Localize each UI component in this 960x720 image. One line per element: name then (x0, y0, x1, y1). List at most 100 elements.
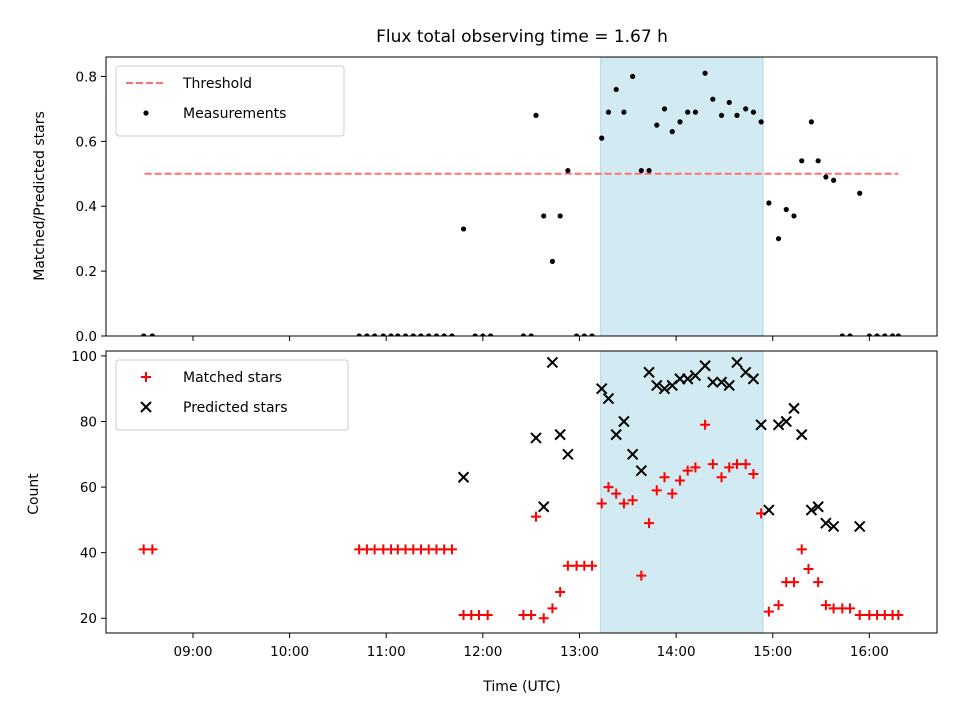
data-point (763, 606, 774, 617)
data-point (882, 333, 888, 336)
data-point (555, 587, 566, 598)
top-panel-ratio: Flux total observing time = 1.67 h Match… (32, 27, 938, 345)
data-point (707, 459, 718, 470)
data-point (874, 333, 880, 336)
data-point (147, 544, 158, 555)
data-point (658, 383, 671, 395)
data-point (605, 109, 612, 115)
data-point (433, 333, 440, 336)
y-tick-label: 0.4 (76, 199, 97, 215)
data-point (410, 333, 416, 336)
data-point (546, 356, 559, 369)
data-point (651, 379, 663, 392)
data-point (538, 501, 550, 513)
data-point (889, 333, 896, 336)
y-tick-label: 0.2 (76, 264, 97, 280)
data-point (528, 333, 534, 336)
data-point (562, 560, 573, 571)
x-tick-label: 13:00 (560, 644, 599, 660)
x-axis-label: Time (UTC) (482, 679, 560, 695)
plot-area (138, 351, 904, 633)
data-point (763, 504, 775, 516)
data-point (646, 167, 652, 174)
data-point (748, 468, 759, 479)
data-point (788, 402, 800, 415)
data-point (724, 462, 735, 473)
data-point (750, 109, 757, 115)
data-point (820, 600, 831, 611)
data-point (699, 360, 711, 372)
data-point (626, 448, 639, 460)
observing-window-span (600, 351, 764, 633)
data-point (689, 369, 702, 382)
data-point (669, 129, 675, 135)
data-point (659, 472, 670, 483)
data-point (520, 333, 527, 336)
observing-window-span (600, 57, 764, 336)
data-point (554, 428, 566, 441)
data-point (618, 498, 629, 509)
data-point (847, 333, 853, 336)
data-point (562, 448, 574, 460)
legend-swatch (141, 372, 151, 382)
data-point (636, 570, 647, 581)
data-point (372, 333, 378, 336)
data-point (651, 485, 662, 496)
data-point (149, 333, 155, 336)
data-point (533, 112, 539, 118)
data-point (734, 112, 740, 118)
data-point (831, 177, 837, 183)
data-point (808, 119, 814, 125)
data-point (446, 544, 457, 555)
x-tick-label: 16:00 (850, 644, 889, 660)
y-tick-label: 0.6 (76, 134, 97, 150)
data-point (866, 333, 872, 336)
data-point (812, 501, 824, 513)
data-point (587, 560, 598, 571)
top-y-axis-label: Matched/Predicted stars (32, 111, 48, 281)
y-tick-label: 20 (80, 611, 97, 627)
data-point (702, 70, 708, 76)
data-point (541, 213, 547, 219)
data-point (677, 119, 683, 125)
data-point (692, 109, 699, 115)
data-point (820, 517, 832, 529)
data-point (895, 333, 901, 336)
x-tick-label: 12:00 (463, 644, 502, 660)
data-point (783, 206, 789, 213)
data-point (827, 520, 840, 533)
data-point (610, 428, 622, 441)
data-point (813, 577, 824, 588)
data-point (893, 609, 904, 620)
data-point (845, 603, 856, 614)
data-point (682, 465, 693, 476)
legend-label: Matched stars (183, 370, 282, 386)
data-point (667, 488, 678, 499)
y-tick-label: 40 (80, 546, 97, 562)
legend-label: Predicted stars (183, 400, 288, 416)
data-point (788, 577, 799, 588)
data-point (815, 158, 821, 164)
data-point (766, 200, 772, 206)
data-point (402, 333, 409, 336)
data-point (621, 109, 627, 115)
legend-swatch (143, 110, 149, 116)
data-point (441, 333, 447, 336)
data-point (839, 333, 845, 336)
data-point (654, 122, 660, 128)
data-point (773, 600, 784, 611)
data-point (457, 471, 470, 483)
data-point (715, 376, 728, 388)
y-tick-label: 0.0 (76, 329, 97, 345)
data-point (635, 464, 648, 477)
data-point (644, 518, 655, 529)
y-tick-label: 60 (80, 480, 97, 496)
data-point (796, 544, 807, 555)
data-point (731, 356, 743, 369)
x-tick-label: 14:00 (657, 644, 696, 660)
data-point (731, 459, 742, 470)
y-tick-label: 0.8 (76, 69, 97, 85)
x-tick-label: 09:00 (174, 644, 213, 660)
bottom-panel-counts: Count Time (UTC) 20 40 60 80 100 09:00 10:00 11… (26, 349, 938, 695)
